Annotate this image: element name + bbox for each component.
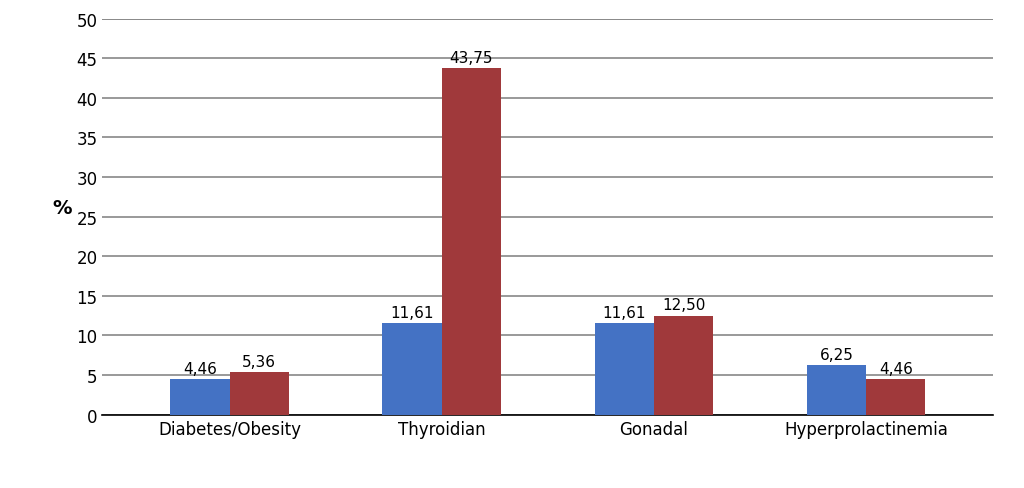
- Bar: [866, 380, 926, 415]
- Text: 4,46: 4,46: [183, 362, 217, 376]
- Y-axis label: %: %: [53, 198, 73, 217]
- Text: 6,25: 6,25: [819, 347, 853, 362]
- Bar: [382, 323, 441, 415]
- Text: 43,75: 43,75: [450, 51, 494, 66]
- Text: 12,50: 12,50: [662, 298, 706, 313]
- Text: 11,61: 11,61: [602, 305, 646, 320]
- Text: 11,61: 11,61: [390, 305, 434, 320]
- Bar: [170, 380, 229, 415]
- Bar: [229, 372, 289, 415]
- Bar: [595, 323, 654, 415]
- Bar: [441, 69, 501, 415]
- Text: 4,46: 4,46: [879, 362, 912, 376]
- Bar: [654, 316, 714, 415]
- Text: 5,36: 5,36: [243, 354, 276, 369]
- Bar: [807, 366, 866, 415]
